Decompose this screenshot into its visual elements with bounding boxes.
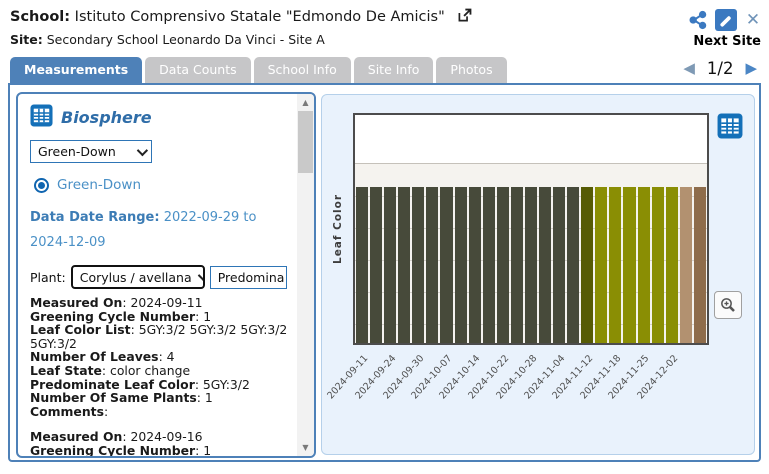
bar-20 <box>637 187 650 343</box>
plant-select-value: Corylus / avellana <box>79 269 192 285</box>
y-axis-label: Leaf Color <box>332 193 344 265</box>
bars <box>356 187 706 343</box>
bar-23 <box>679 187 692 343</box>
bar-7 <box>454 187 467 343</box>
plant-filter-row: Plant: Corylus / avellana Predomina <box>30 265 293 289</box>
bar-8 <box>468 187 481 343</box>
chart-panel: Leaf Color 2024-09-11 2024-09-24 2024-09-3… <box>321 94 755 455</box>
measurement-record: Measured On: 2024-09-11 Greening Cycle Nu… <box>30 296 297 418</box>
protocol-select-value: Green-Down <box>38 144 116 159</box>
record-field: Greening Cycle Number: 1 <box>30 442 212 456</box>
x-axis-ticks: 2024-09-11 2024-09-24 2024-09-30 2024-10-07… <box>325 347 709 447</box>
record-field: Leaf Color List: 5GY:3/2 5GY:3/2 5GY:3/2… <box>30 322 288 351</box>
record-field: Leaf State: color change <box>30 362 191 378</box>
protocol-section-header: Biosphere <box>30 103 293 131</box>
measurements-panel-body: Biosphere Green-Down Green-Down Data Dat… <box>18 94 297 456</box>
header-actions: ✕ <box>687 9 763 31</box>
bar-21 <box>651 187 664 343</box>
green-down-radio-label: Green-Down <box>57 177 142 193</box>
bar-9 <box>482 187 495 343</box>
external-link-icon[interactable] <box>456 7 473 28</box>
record-field: Measured On: 2024-09-11 <box>30 295 203 310</box>
bar-3 <box>398 187 411 343</box>
record-field: Predominate Leaf Color: 5GY:3/2 <box>30 376 250 392</box>
zoom-in-icon[interactable] <box>714 291 742 319</box>
panel-scrollbar[interactable]: ▲ ▼ <box>297 94 314 456</box>
next-site-arrow-icon[interactable]: ▶ <box>745 59 757 77</box>
record-field: Measured On: 2024-09-16 <box>30 429 203 445</box>
attribute-select[interactable]: Predomina <box>209 265 287 289</box>
plant-label: Plant: <box>30 269 66 285</box>
attribute-select-value: Predomina <box>217 269 285 285</box>
bar-17 <box>595 187 608 343</box>
measurements-tab-content: Biosphere Green-Down Green-Down Data Dat… <box>8 83 761 462</box>
bar-18 <box>609 187 622 343</box>
bar-4 <box>412 187 425 343</box>
tab-data-counts[interactable]: Data Counts <box>145 57 251 83</box>
tab-measurements[interactable]: Measurements <box>10 57 143 83</box>
page-indicator: 1/2 <box>706 58 734 78</box>
plant-select[interactable]: Corylus / avellana <box>70 265 205 289</box>
measurements-panel: Biosphere Green-Down Green-Down Data Dat… <box>16 92 316 458</box>
data-date-range-value: 2022-09-29 to 2024-12-09 <box>30 210 257 250</box>
share-icon[interactable] <box>687 9 709 31</box>
tab-school-info[interactable]: School Info <box>253 57 351 83</box>
measurement-record: Measured On: 2024-09-16 Greening Cycle Nu… <box>30 430 297 456</box>
measurement-records: Measured On: 2024-09-11 Greening Cycle Nu… <box>30 296 297 456</box>
section-title: Biosphere <box>61 107 152 127</box>
data-date-range: Data Date Range: 2022-09-29 to 2024-12-0… <box>30 205 292 255</box>
protocol-radio-row: Green-Down <box>30 177 293 193</box>
data-date-range-label: Data Date Range: <box>30 210 160 225</box>
bar-11 <box>510 187 523 343</box>
leaf-color-chart <box>353 113 709 345</box>
chevron-down-icon <box>197 269 203 282</box>
bar-1 <box>370 187 383 343</box>
school-title-line: School: Istituto Comprensivo Statale "Ed… <box>10 7 473 28</box>
edit-icon[interactable] <box>715 9 737 31</box>
bar-24 <box>693 187 706 343</box>
bar-2 <box>384 187 397 343</box>
scrollbar-thumb[interactable] <box>298 111 313 173</box>
bar-12 <box>524 187 538 343</box>
bar-19 <box>623 187 636 343</box>
bar-6 <box>440 187 453 343</box>
bar-13 <box>539 187 552 343</box>
bar-0 <box>356 187 369 343</box>
site-title-line: Site: Secondary School Leonardo Da Vinci… <box>10 32 325 47</box>
chevron-down-icon <box>136 144 149 156</box>
site-pager: ◀ 1/2 ▶ <box>683 57 757 79</box>
next-site-label: Next Site <box>693 34 761 49</box>
site-name: Secondary School Leonardo Da Vinci - Sit… <box>46 32 325 47</box>
record-field: Comments: <box>30 403 109 419</box>
bar-14 <box>553 187 566 343</box>
scroll-up-icon[interactable]: ▲ <box>302 98 309 107</box>
bar-15 <box>567 187 580 343</box>
bar-16 <box>581 187 594 343</box>
table-icon <box>30 103 53 131</box>
bar-5 <box>426 187 439 343</box>
tab-site-info[interactable]: Site Info <box>353 57 434 83</box>
bar-22 <box>665 187 678 343</box>
school-name: Istituto Comprensivo Statale "Edmondo De… <box>74 9 445 25</box>
record-field: Greening Cycle Number: 1 <box>30 308 212 324</box>
prev-site-arrow-icon[interactable]: ◀ <box>683 59 695 77</box>
school-label: School: <box>10 9 71 25</box>
tab-photos[interactable]: Photos <box>436 57 507 83</box>
tab-bar: Measurements Data Counts School Info Site I… <box>10 57 507 83</box>
record-field: Number Of Leaves: 4 <box>30 349 175 365</box>
record-field: Number Of Same Plants: 1 <box>30 390 213 406</box>
protocol-select[interactable]: Green-Down <box>30 140 152 163</box>
site-label: Site: <box>10 32 43 47</box>
green-down-radio[interactable] <box>34 177 49 193</box>
show-data-table-icon[interactable] <box>717 113 743 139</box>
bar-10 <box>496 187 509 343</box>
close-icon[interactable]: ✕ <box>745 10 761 30</box>
scroll-down-icon[interactable]: ▼ <box>302 443 309 452</box>
